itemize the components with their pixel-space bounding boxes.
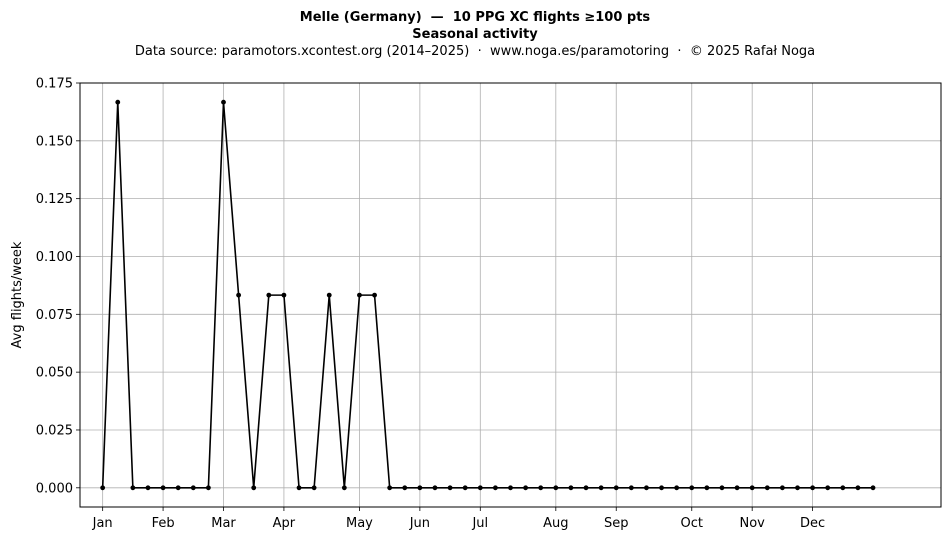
x-tick-label: Dec bbox=[800, 516, 825, 531]
data-point bbox=[311, 485, 317, 491]
data-point bbox=[266, 292, 272, 298]
data-point bbox=[281, 292, 287, 298]
data-point bbox=[402, 485, 408, 491]
data-point bbox=[719, 485, 725, 491]
x-tick-label: Jan bbox=[92, 516, 113, 531]
data-point bbox=[855, 485, 861, 491]
plot-frame bbox=[79, 82, 942, 508]
data-point bbox=[236, 292, 242, 298]
x-tick-label: Jun bbox=[409, 516, 430, 531]
data-point bbox=[341, 485, 347, 491]
data-point bbox=[221, 99, 226, 105]
data-point bbox=[825, 485, 831, 491]
data-point bbox=[492, 485, 498, 491]
data-point bbox=[628, 485, 634, 491]
data-point bbox=[326, 292, 332, 298]
grid bbox=[80, 82, 941, 507]
data-point bbox=[704, 485, 710, 491]
data-point bbox=[115, 99, 121, 105]
data-point bbox=[553, 485, 559, 491]
data-point bbox=[417, 485, 423, 491]
chart-subtitle: Seasonal activity bbox=[412, 27, 538, 42]
data-point bbox=[598, 485, 604, 491]
y-tick-label: 0.025 bbox=[36, 423, 73, 438]
data-point bbox=[523, 485, 529, 491]
data-point bbox=[357, 292, 362, 298]
data-point bbox=[538, 485, 544, 491]
x-tick-label: Aug bbox=[543, 516, 568, 531]
data-point bbox=[447, 485, 453, 491]
data-point bbox=[659, 485, 664, 491]
chart-source: Data source: paramotors.xcontest.org (20… bbox=[135, 44, 815, 59]
data-point bbox=[387, 485, 393, 491]
data-point bbox=[462, 485, 468, 491]
y-tick-label: 0.075 bbox=[36, 308, 73, 323]
data-point bbox=[644, 485, 649, 491]
x-tick-label: Jul bbox=[471, 516, 488, 531]
data-point bbox=[810, 485, 816, 491]
data-point bbox=[296, 485, 302, 491]
data-point bbox=[734, 485, 740, 491]
data-point bbox=[840, 485, 846, 491]
data-point bbox=[870, 485, 876, 491]
data-point bbox=[175, 485, 181, 491]
chart-title: Melle (Germany) — 10 PPG XC flights ≥100… bbox=[300, 10, 651, 25]
data-point bbox=[477, 485, 483, 491]
data-point bbox=[205, 485, 211, 491]
y-tick-label: 0.000 bbox=[36, 481, 73, 496]
data-point bbox=[432, 485, 438, 491]
x-tick-label: Apr bbox=[273, 516, 296, 531]
y-tick-label: 0.125 bbox=[36, 192, 73, 207]
data-point bbox=[145, 485, 151, 491]
data-point bbox=[749, 485, 755, 491]
y-tick-label: 0.150 bbox=[36, 134, 73, 149]
y-tick-label: 0.175 bbox=[36, 77, 73, 92]
data-point bbox=[795, 485, 800, 491]
x-tick-label: May bbox=[346, 516, 373, 531]
data-point bbox=[372, 292, 377, 298]
data-point bbox=[190, 485, 196, 491]
x-tick-label: Mar bbox=[211, 516, 236, 531]
data-point bbox=[764, 485, 770, 491]
series bbox=[100, 99, 876, 491]
x-tick-label: Sep bbox=[604, 516, 629, 531]
x-tick-label: Nov bbox=[739, 516, 765, 531]
x-tick-label: Oct bbox=[681, 516, 703, 531]
data-point bbox=[160, 485, 166, 491]
y-tick-label: 0.100 bbox=[36, 250, 73, 265]
data-point bbox=[100, 485, 106, 491]
data-point bbox=[674, 485, 680, 491]
y-tick-label: 0.050 bbox=[36, 366, 73, 381]
data-point bbox=[130, 485, 136, 491]
data-point bbox=[568, 485, 574, 491]
y-axis-label: Avg flights/week bbox=[10, 241, 25, 348]
data-point bbox=[251, 485, 257, 491]
ticks: 0.000 0.025 0.050 0.075 0.100 0.125 0.150 0.175… bbox=[36, 77, 825, 532]
data-point bbox=[508, 485, 513, 491]
data-point bbox=[779, 485, 785, 491]
data-point bbox=[583, 485, 589, 491]
data-point bbox=[613, 485, 619, 491]
x-tick-label: Feb bbox=[152, 516, 175, 531]
data-point bbox=[689, 485, 695, 491]
series-line bbox=[101, 101, 874, 489]
